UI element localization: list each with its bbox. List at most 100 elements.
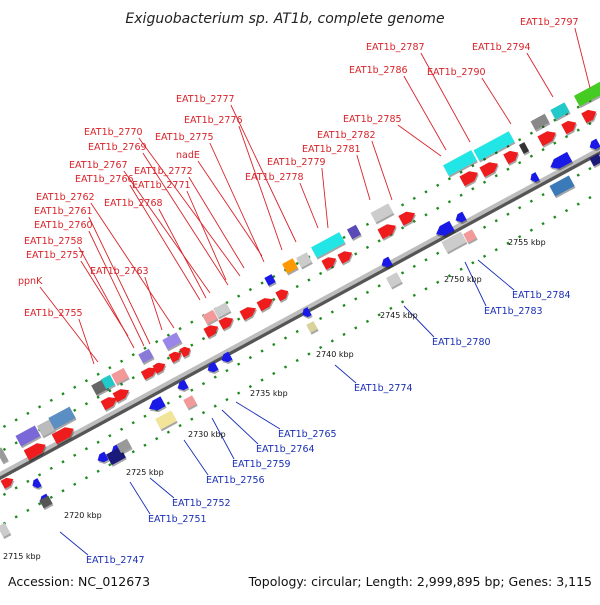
reverse-cds[interactable] bbox=[30, 478, 43, 491]
gene-label-top[interactable]: EAT1b_2782 bbox=[317, 130, 376, 141]
gene-label-top[interactable]: EAT1b_2763 bbox=[90, 266, 149, 277]
forward-cds[interactable] bbox=[100, 394, 121, 412]
gene-label-bottom[interactable]: EAT1b_2759 bbox=[232, 459, 291, 470]
feature-box[interactable] bbox=[0, 447, 9, 465]
gene-label-top[interactable]: EAT1b_2771 bbox=[132, 180, 191, 191]
gene-label-bottom[interactable]: EAT1b_2751 bbox=[148, 514, 207, 525]
feature-box[interactable] bbox=[463, 229, 478, 245]
forward-cds[interactable] bbox=[112, 386, 133, 404]
forward-cds[interactable] bbox=[168, 349, 185, 365]
gene-label-top[interactable]: EAT1b_2768 bbox=[104, 198, 163, 209]
forward-cds[interactable] bbox=[459, 168, 481, 188]
feature-box[interactable] bbox=[138, 348, 155, 366]
gene-label-top[interactable]: ppnK bbox=[18, 276, 43, 287]
feature-box[interactable] bbox=[386, 272, 403, 290]
gene-label-bottom[interactable]: EAT1b_2783 bbox=[484, 306, 543, 317]
gene-label-top[interactable]: nadE bbox=[176, 150, 200, 161]
gene-label-top[interactable]: EAT1b_2757 bbox=[26, 250, 85, 261]
forward-cds[interactable] bbox=[377, 221, 399, 241]
reverse-cds[interactable] bbox=[219, 351, 234, 366]
feature-box[interactable] bbox=[518, 142, 530, 156]
gene-label-bottom[interactable]: EAT1b_2764 bbox=[256, 444, 315, 455]
gene-label-bottom[interactable]: EAT1b_2752 bbox=[172, 498, 231, 509]
feature-box[interactable] bbox=[589, 153, 600, 169]
gene-label-top[interactable]: EAT1b_2769 bbox=[88, 142, 147, 153]
gene-label-bottom[interactable]: EAT1b_2784 bbox=[512, 290, 571, 301]
feature-box[interactable] bbox=[549, 175, 576, 199]
forward-cds[interactable] bbox=[218, 314, 236, 332]
gene-label-top[interactable]: EAT1b_2776 bbox=[184, 115, 243, 126]
feature-box[interactable] bbox=[155, 410, 178, 432]
gene-label-top[interactable]: EAT1b_2790 bbox=[427, 67, 486, 78]
reverse-cds[interactable] bbox=[587, 138, 600, 153]
forward-cds[interactable] bbox=[152, 360, 169, 376]
reverse-cds[interactable] bbox=[548, 151, 574, 174]
reverse-cds[interactable] bbox=[433, 220, 456, 241]
feature-box[interactable] bbox=[36, 419, 56, 439]
forward-cds[interactable] bbox=[140, 364, 160, 382]
forward-cds[interactable] bbox=[179, 345, 193, 360]
feature-box[interactable] bbox=[39, 495, 54, 511]
feature-box[interactable] bbox=[116, 438, 133, 456]
gene-label-top[interactable]: EAT1b_2775 bbox=[155, 132, 214, 143]
forward-cds[interactable] bbox=[51, 424, 78, 446]
forward-cds[interactable] bbox=[561, 118, 579, 136]
gene-label-top[interactable]: EAT1b_2778 bbox=[245, 172, 304, 183]
forward-cds[interactable] bbox=[581, 107, 599, 125]
reverse-cds[interactable] bbox=[95, 451, 110, 466]
feature-box[interactable] bbox=[530, 113, 551, 132]
gene-label-bottom[interactable]: EAT1b_2765 bbox=[278, 429, 337, 440]
forward-cds[interactable] bbox=[537, 128, 559, 148]
gene-label-top[interactable]: EAT1b_2761 bbox=[34, 206, 93, 217]
forward-cds[interactable] bbox=[23, 440, 50, 462]
reverse-cds[interactable] bbox=[453, 211, 468, 226]
reverse-cds[interactable] bbox=[205, 361, 220, 376]
forward-cds[interactable] bbox=[321, 254, 339, 272]
feature-box[interactable] bbox=[443, 150, 478, 178]
gene-label-top[interactable]: EAT1b_2781 bbox=[302, 144, 361, 155]
gene-label-top[interactable]: EAT1b_2766 bbox=[75, 174, 134, 185]
feature-box[interactable] bbox=[100, 374, 116, 391]
reverse-cds[interactable] bbox=[528, 172, 541, 185]
gene-label-top[interactable]: EAT1b_2785 bbox=[343, 114, 402, 125]
feature-box[interactable] bbox=[550, 102, 571, 122]
feature-box[interactable] bbox=[0, 522, 12, 539]
gene-label-top[interactable]: EAT1b_2786 bbox=[349, 65, 408, 76]
forward-cds[interactable] bbox=[337, 248, 355, 266]
gene-label-top[interactable]: EAT1b_2779 bbox=[267, 157, 326, 168]
reverse-cds[interactable] bbox=[146, 396, 167, 415]
gene-label-top[interactable]: EAT1b_2758 bbox=[24, 236, 83, 247]
gene-label-top[interactable]: EAT1b_2762 bbox=[36, 192, 95, 203]
forward-cds[interactable] bbox=[256, 295, 277, 313]
feature-box[interactable] bbox=[15, 425, 42, 449]
reverse-cds[interactable] bbox=[175, 379, 190, 394]
feature-box[interactable] bbox=[573, 81, 600, 109]
gene-label-bottom[interactable]: EAT1b_2747 bbox=[86, 555, 145, 566]
forward-cds[interactable] bbox=[203, 322, 221, 340]
feature-box[interactable] bbox=[213, 302, 232, 320]
gene-label-top[interactable]: EAT1b_2777 bbox=[176, 94, 235, 105]
feature-box[interactable] bbox=[48, 406, 77, 432]
reverse-cds[interactable] bbox=[379, 256, 394, 271]
reverse-cds[interactable] bbox=[300, 307, 313, 320]
feature-box[interactable] bbox=[346, 224, 362, 241]
gene-label-top[interactable]: EAT1b_2797 bbox=[520, 17, 579, 28]
forward-cds[interactable] bbox=[239, 304, 260, 322]
gene-label-bottom[interactable]: EAT1b_2780 bbox=[432, 337, 491, 348]
gene-label-top[interactable]: EAT1b_2787 bbox=[366, 42, 425, 53]
gene-label-bottom[interactable]: EAT1b_2756 bbox=[206, 475, 265, 486]
gene-label-top[interactable]: EAT1b_2770 bbox=[84, 127, 143, 138]
gene-label-top[interactable]: EAT1b_2767 bbox=[69, 160, 128, 171]
forward-cds[interactable] bbox=[275, 287, 291, 304]
gene-label-bottom[interactable]: EAT1b_2774 bbox=[354, 383, 413, 394]
feature-box[interactable] bbox=[473, 131, 516, 163]
feature-box[interactable] bbox=[183, 395, 198, 411]
feature-box[interactable] bbox=[441, 231, 468, 255]
gene-label-top[interactable]: EAT1b_2772 bbox=[134, 166, 193, 177]
forward-cds[interactable] bbox=[479, 159, 501, 179]
feature-box[interactable] bbox=[311, 232, 346, 260]
feature-box[interactable] bbox=[264, 274, 277, 288]
feature-box[interactable] bbox=[282, 258, 299, 276]
feature-box[interactable] bbox=[162, 332, 183, 352]
forward-cds[interactable] bbox=[0, 475, 17, 491]
